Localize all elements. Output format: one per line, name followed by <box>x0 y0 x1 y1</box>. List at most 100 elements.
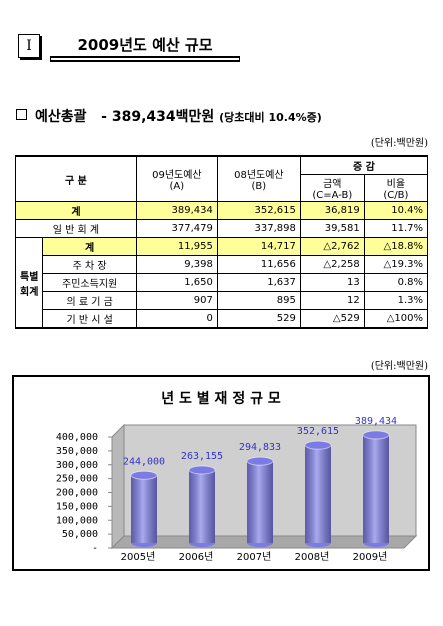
header-text: 비율 <box>386 179 406 190</box>
header-cell: 증 감 <box>299 155 429 175</box>
cell: 11,955 <box>135 237 218 256</box>
header-cell: 비율 (C/B) <box>363 174 429 202</box>
cell: 11,656 <box>216 255 301 274</box>
y-tick-label: 200,000 <box>56 488 98 499</box>
cell: 13 <box>299 273 365 292</box>
header-cell: 구 분 <box>15 155 137 202</box>
header-text: (C=A-B) <box>312 190 353 201</box>
header-text: 금액 <box>323 179 342 190</box>
header-text: (A) <box>169 181 185 192</box>
row-label: 계 <box>15 201 137 220</box>
x-tick-label: 2009년 <box>353 551 388 563</box>
value-label: 389,434 <box>355 416 397 427</box>
header-row: 구 분 09년도예산 (A) 08년도예산 (B) 증 감 <box>15 155 429 202</box>
cell: 12 <box>299 291 365 310</box>
value-label: 352,615 <box>297 426 339 437</box>
header-text: 08년도예산 <box>234 170 284 181</box>
summary-note: (당초대비 10.4%증) <box>219 111 322 124</box>
cell: 1,650 <box>135 273 218 292</box>
cell: 337,898 <box>216 219 301 238</box>
x-tick-label: 2008년 <box>295 551 330 563</box>
y-tick-label: 50,000 <box>62 529 98 540</box>
value-label: 294,833 <box>239 442 281 453</box>
y-tick-label: 150,000 <box>56 501 98 512</box>
group-text: 회계 <box>20 286 39 298</box>
cell: △100% <box>363 309 429 329</box>
y-tick-label: 400,000 <box>56 432 98 443</box>
row-label: 계 <box>42 237 137 256</box>
header-cell: 09년도예산 (A) <box>135 155 218 202</box>
table-row: 의 료 기 금 907 895 12 1.3% <box>16 291 429 310</box>
bar-top <box>246 456 274 466</box>
cell: 1,637 <box>216 273 301 292</box>
y-tick-label: - <box>92 543 98 554</box>
cell: 352,615 <box>216 201 301 220</box>
y-tick-label: 300,000 <box>56 460 98 471</box>
header-text: 09년도예산 <box>152 170 202 181</box>
cell: △18.8% <box>363 237 429 256</box>
cell: 39,581 <box>299 219 365 238</box>
cell: 1.3% <box>363 291 429 310</box>
bar-top <box>188 465 216 475</box>
chart: 년 도 별 재 정 규 모 - 50,000 100,000 150,000 200,0… <box>56 390 418 563</box>
x-tick-label: 2007년 <box>237 551 272 563</box>
summary: 예산총괄 - 389,434백만원 (당초대비 10.4%증) <box>16 106 322 126</box>
cell: 14,717 <box>216 237 301 256</box>
cell: 0 <box>135 309 218 329</box>
y-tick-label: 100,000 <box>56 515 98 526</box>
header-text: (B) <box>251 181 267 192</box>
x-tick-label: 2005년 <box>121 551 156 563</box>
cell: 9,398 <box>135 255 218 274</box>
bar-shade <box>305 445 331 543</box>
cell: 377,479 <box>135 219 218 238</box>
summary-label: 예산총괄 <box>35 109 87 125</box>
cell: △2,258 <box>299 255 365 274</box>
bar-top <box>304 440 332 450</box>
table-row: 일 반 회 계 377,479 337,898 39,581 11.7% <box>15 219 429 238</box>
value-label: 244,000 <box>123 456 165 467</box>
table-row: 주민소득지원 1,650 1,637 13 0.8% <box>16 273 429 292</box>
chart-frame: 년 도 별 재 정 규 모 - 50,000 100,000 150,000 200,0… <box>12 375 430 571</box>
x-tick-label: 2006년 <box>179 551 214 563</box>
table-row: 기 반 시 설 0 529 △529 △100% <box>16 309 429 329</box>
header-text: (C/B) <box>383 190 409 201</box>
cell: △19.3% <box>363 255 429 274</box>
bar-shade <box>131 475 157 543</box>
cell: 389,434 <box>135 201 218 220</box>
chart-title: 년 도 별 재 정 규 모 <box>161 390 281 407</box>
bullet <box>16 109 27 120</box>
cell: △2,762 <box>299 237 365 256</box>
group-text: 특별 <box>20 271 39 283</box>
y-tick-label: 250,000 <box>56 474 98 485</box>
page-title: 2009년도 예산 규모 <box>50 34 240 58</box>
bar-top <box>362 430 390 440</box>
header-cell: 08년도예산 (B) <box>216 155 301 202</box>
table-row: 주 차 장 9,398 11,656 △2,258 △19.3% <box>16 255 429 274</box>
bar-shade <box>189 469 215 543</box>
table-row: 특별 회계 계 11,955 14,717 △2,762 △18.8% <box>14 237 429 329</box>
chart-unit: (단위:백만원) <box>370 361 428 372</box>
cell: 11.7% <box>363 219 429 238</box>
row-label: 기 반 시 설 <box>42 309 137 329</box>
cell: 0.8% <box>363 273 429 292</box>
cell: 529 <box>216 309 301 329</box>
row-label: 의 료 기 금 <box>42 291 137 310</box>
unit: (단위:백만원) <box>370 138 428 149</box>
value-label: 263,155 <box>181 451 223 462</box>
bar-shade <box>247 461 273 543</box>
row-label: 주민소득지원 <box>42 273 137 292</box>
summary-amount: - 389,434백만원 <box>101 109 215 125</box>
cell: 36,819 <box>299 201 365 220</box>
cell: 10.4% <box>363 201 429 220</box>
budget-table: 구 분 09년도예산 (A) 08년도예산 (B) 증 감 금액 (C=A-B) 비율 (C/B)… <box>14 155 429 329</box>
bar-top <box>130 470 158 480</box>
header-row: 금액 (C=A-B) 비율 (C/B) <box>16 174 429 202</box>
table-row: 계 389,434 352,615 36,819 10.4% <box>15 201 429 220</box>
header-cell: 금액 (C=A-B) <box>299 174 365 202</box>
row-label: 일 반 회 계 <box>15 219 137 238</box>
side-wall <box>111 423 125 550</box>
row-label: 주 차 장 <box>42 255 137 274</box>
y-tick-label: 350,000 <box>56 446 98 457</box>
